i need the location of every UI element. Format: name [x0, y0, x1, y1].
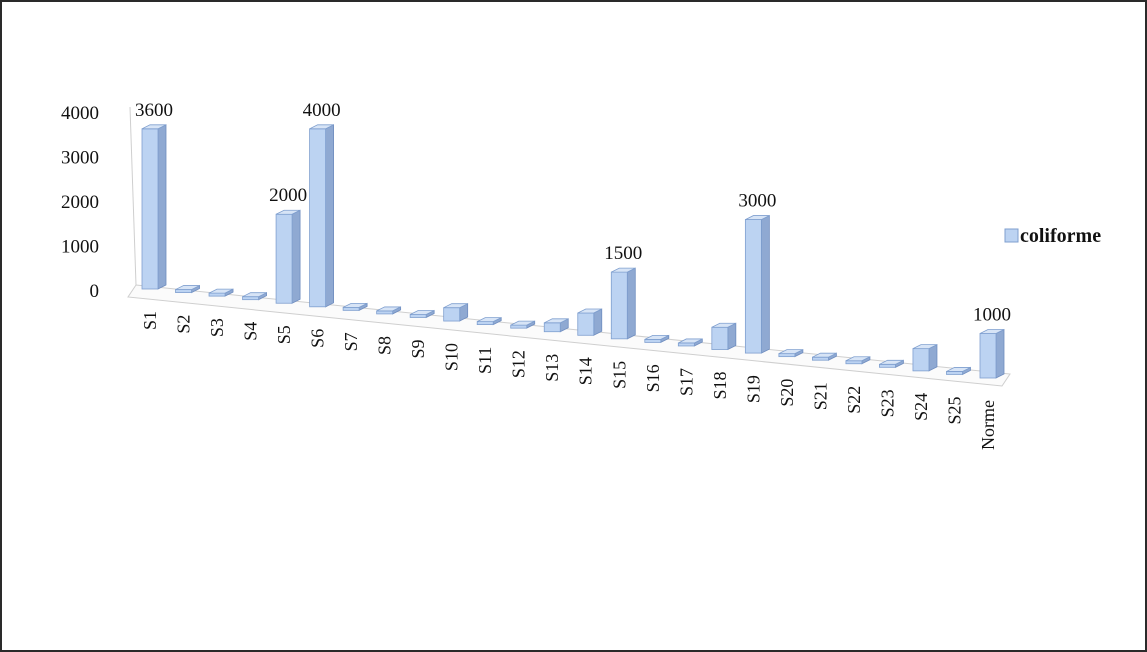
x-tick-label: S12	[509, 350, 529, 378]
x-tick-label: Norme	[978, 400, 998, 450]
x-tick-label: S11	[475, 347, 495, 374]
x-tick-label: S17	[676, 368, 696, 396]
x-tick-label: S6	[308, 329, 328, 348]
y-tick-label: 3000	[61, 148, 99, 169]
x-tick-label: S7	[341, 332, 361, 351]
x-tick-label: S21	[810, 382, 830, 410]
bar-S24	[913, 345, 937, 371]
x-tick-label: S10	[442, 343, 462, 371]
bar-S19	[745, 216, 769, 354]
bar-S18	[712, 323, 736, 349]
x-tick-label: S20	[777, 379, 797, 407]
x-tick-label: S13	[542, 354, 562, 382]
x-tick-label: S16	[643, 364, 663, 392]
y-tick-label: 0	[90, 281, 100, 302]
x-tick-label: S23	[877, 389, 897, 417]
x-tick-label: S8	[375, 336, 395, 355]
bar-S13	[544, 319, 568, 332]
data-label: 2000	[269, 185, 307, 206]
x-tick-label: S25	[944, 396, 964, 424]
y-axis-ticks: 0 1000 2000 3000 4000	[61, 103, 99, 302]
x-tick-label: S19	[743, 375, 763, 403]
x-tick-label: S9	[408, 339, 428, 358]
legend-swatch-coliforme	[1005, 229, 1018, 242]
bar-S1	[142, 125, 166, 289]
bar-S15	[611, 268, 635, 339]
bar-S14	[578, 309, 602, 335]
data-label: 1000	[973, 305, 1011, 326]
x-tick-label: S2	[174, 315, 194, 334]
x-tick-label: S3	[207, 318, 227, 337]
data-labels: 3600 2000 4000 1500 3000 1000	[135, 100, 1011, 326]
x-tick-label: S15	[609, 361, 629, 389]
data-label: 3000	[738, 191, 776, 212]
y-tick-label: 1000	[61, 237, 99, 258]
x-tick-label: S24	[911, 393, 931, 421]
back-wall-edge	[130, 107, 136, 285]
x-tick-label: S5	[274, 325, 294, 344]
data-label: 4000	[303, 100, 341, 121]
data-label: 3600	[135, 100, 173, 121]
bar-Norme	[980, 330, 1004, 379]
x-tick-label: S1	[140, 311, 160, 330]
bar-S10	[444, 304, 468, 321]
x-tick-label: S4	[241, 322, 261, 341]
data-label: 1500	[604, 243, 642, 264]
y-tick-label: 2000	[61, 192, 99, 213]
x-tick-label: S18	[710, 372, 730, 400]
legend-label-coliforme: coliforme	[1020, 225, 1101, 247]
bar-S6	[310, 125, 334, 307]
y-tick-label: 4000	[61, 103, 99, 124]
x-tick-label: S14	[576, 357, 596, 385]
legend: coliforme	[1005, 225, 1101, 247]
bar-S5	[276, 210, 300, 303]
x-tick-label: S22	[844, 386, 864, 414]
chart-floor	[128, 107, 1010, 386]
